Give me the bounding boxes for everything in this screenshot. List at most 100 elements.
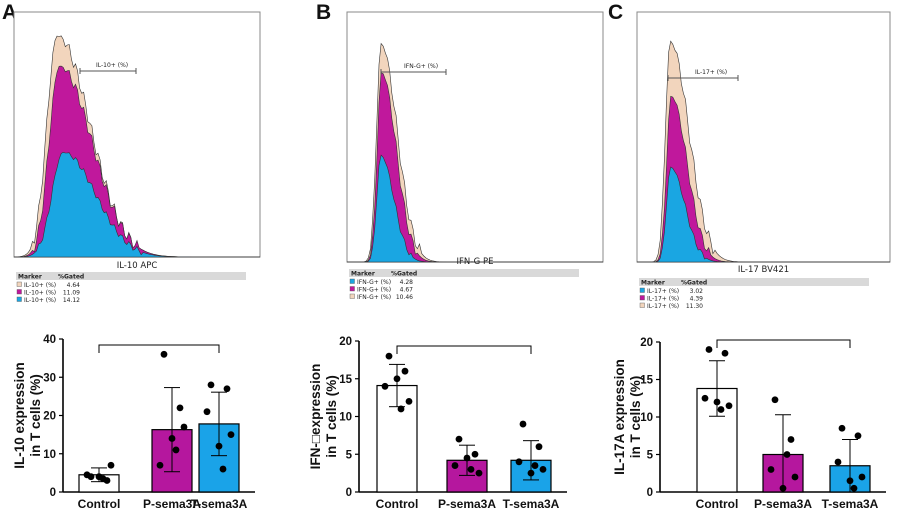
data-point <box>451 462 459 469</box>
data-point <box>455 435 463 443</box>
data-point <box>713 398 721 406</box>
legend-marker: IFN-G+ (%) <box>357 287 391 294</box>
y-tick-label: 5 <box>647 450 654 462</box>
legend-header-gated: %Gated <box>391 271 417 278</box>
y-tick-label: 10 <box>339 412 352 424</box>
y-tick-label: 15 <box>339 374 352 386</box>
data-point <box>834 458 842 466</box>
data-point <box>771 396 779 404</box>
histogram-curve <box>637 166 890 263</box>
data-point <box>846 477 854 485</box>
data-point <box>854 432 862 440</box>
legend-marker: IL-17+ (%) <box>647 296 679 303</box>
data-point <box>725 402 733 410</box>
y-tick-label: 0 <box>346 487 352 499</box>
x-tick-label: Control <box>696 497 739 511</box>
data-point <box>467 465 475 473</box>
legend-gated-value: 11.30 <box>686 303 703 310</box>
legend-marker: IL-17+ (%) <box>647 303 679 310</box>
data-point <box>705 346 713 353</box>
data-point <box>783 451 791 458</box>
y-tick-label: 10 <box>640 412 653 424</box>
x-tick-label: P-sema3A <box>143 497 201 511</box>
data-point <box>160 350 168 358</box>
y-tick-label: 20 <box>339 336 352 348</box>
legend-header-bar <box>639 278 869 286</box>
data-point <box>397 405 405 413</box>
x-tick-label: Control <box>376 497 419 511</box>
y-axis-label-line2: in T cells (%) <box>324 375 339 458</box>
data-point <box>701 394 709 402</box>
data-point <box>207 381 215 389</box>
data-point <box>405 398 413 405</box>
data-point <box>168 435 176 442</box>
legend-swatch <box>349 278 355 284</box>
data-point <box>858 473 866 481</box>
y-axis-label-line2: in T cells (%) <box>628 376 643 459</box>
bar-chart-b: 0 5 10 15 20 IFN-□expression in T cells (%) Con… <box>308 336 567 511</box>
data-point <box>779 484 787 492</box>
legend-gated-value: 4.28 <box>400 279 414 286</box>
data-point <box>219 465 227 473</box>
x-tick-label: T-sema3A <box>191 497 248 511</box>
legend-header-marker: Marker <box>18 274 42 281</box>
y-tick-label: 5 <box>346 449 353 461</box>
y-tick-label: 30 <box>43 372 56 384</box>
y-tick-label: 0 <box>647 487 653 499</box>
x-tick-label: P-sema3A <box>438 497 496 511</box>
x-axis-label: IFN-G PE <box>457 257 494 267</box>
data-point <box>838 424 846 432</box>
data-point <box>172 446 180 454</box>
legend-gated-value: 10.46 <box>396 294 413 301</box>
histogram-curve <box>14 151 260 258</box>
data-point <box>156 461 164 469</box>
legend-gated-value: 4.64 <box>67 282 81 289</box>
significance-bracket <box>716 339 851 348</box>
data-point <box>721 349 729 357</box>
x-tick-label: P-sema3A <box>754 497 812 511</box>
data-point <box>767 466 775 473</box>
y-axis-label-line1: IL-10 expression <box>12 362 27 469</box>
gate-label: IL-17+ (%) <box>695 69 727 76</box>
legend-marker: IL-10+ (%) <box>24 290 56 297</box>
data-point <box>531 462 539 469</box>
legend-header-marker: Marker <box>351 271 375 278</box>
panel-letter-b: B <box>316 1 331 24</box>
x-axis-label: IL-10 APC <box>117 261 158 271</box>
data-point <box>527 469 535 477</box>
legend-gated-value: 14.12 <box>63 297 80 304</box>
data-point <box>83 471 91 479</box>
legend-header-gated: %Gated <box>681 280 707 287</box>
data-point <box>717 406 725 413</box>
y-axis-label-line2: in T cells (%) <box>28 374 43 457</box>
gate-label: IL-10+ (%) <box>96 62 128 69</box>
legend-swatch <box>639 287 645 293</box>
data-point <box>515 458 523 466</box>
significance-bracket <box>396 345 532 354</box>
data-point <box>176 404 184 412</box>
panel-letter-c: C <box>608 1 623 24</box>
data-point <box>223 385 231 393</box>
legend-header-gated: %Gated <box>58 274 84 281</box>
significance-bracket <box>98 344 220 353</box>
data-point <box>385 352 393 360</box>
legend-swatch <box>349 286 355 292</box>
data-point <box>107 461 115 469</box>
legend-swatch <box>639 295 645 301</box>
legend-marker: IFN-G+ (%) <box>357 279 391 286</box>
data-point <box>539 465 547 473</box>
panel-letter-a: A <box>2 1 17 24</box>
data-point <box>393 375 401 383</box>
x-tick-label: T-sema3A <box>822 497 879 511</box>
y-tick-label: 10 <box>43 449 56 461</box>
data-point <box>850 484 858 492</box>
legend-marker: IL-17+ (%) <box>647 288 679 295</box>
legend-header-bar <box>16 272 246 280</box>
gate-label: IFN-G+ (%) <box>404 63 438 70</box>
x-tick-label: Control <box>78 497 121 511</box>
y-axis-label-line1: IFN-□expression <box>308 364 323 470</box>
data-point <box>471 450 479 458</box>
